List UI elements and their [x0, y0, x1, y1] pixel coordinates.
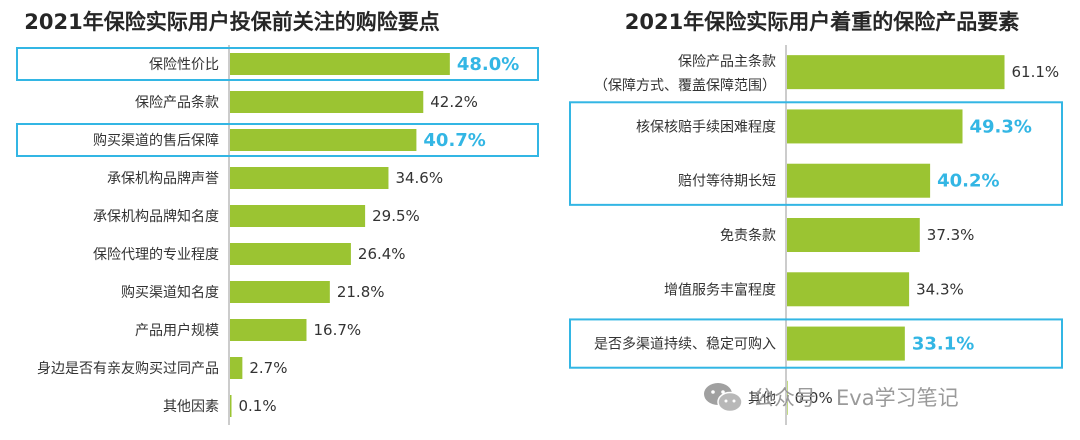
- left-chart-title: 2021年保险实际用户投保前关注的购险要点: [24, 10, 439, 34]
- bar: [787, 380, 788, 415]
- right-chart-title: 2021年保险实际用户着重的保险产品要素: [625, 10, 1019, 34]
- bar: [230, 281, 330, 303]
- category-label-line: 购买渠道的售后保障: [93, 133, 219, 149]
- category-label-line: （保障方式、覆盖保障范围）: [594, 77, 776, 94]
- category-label: 赔付等待期长短: [678, 173, 776, 190]
- highlight-box: [16, 47, 539, 81]
- category-label: 是否多渠道持续、稳定可购入: [594, 336, 776, 353]
- category-label-line: 保险产品条款: [135, 94, 219, 111]
- bar: [787, 109, 963, 144]
- category-label-line: 承保机构品牌声誉: [107, 170, 219, 187]
- category-label: 其他因素: [163, 399, 219, 415]
- category-label-line: 免责条款: [720, 227, 776, 244]
- category-label: 免责条款: [720, 227, 776, 244]
- category-label-line: 其他因素: [163, 399, 219, 415]
- highlight-box: [16, 123, 539, 157]
- category-label-line: 核保核赔手续困难程度: [636, 118, 776, 135]
- category-label-line: 身边是否有亲友购买过同产品: [37, 361, 219, 377]
- bar: [230, 319, 307, 341]
- category-label-line: 增值服务丰富程度: [664, 281, 776, 298]
- value-label: 61.1%: [1012, 63, 1060, 81]
- value-label: 0.0%: [795, 389, 833, 407]
- bar: [230, 91, 424, 113]
- value-label: 42.2%: [430, 93, 478, 111]
- category-label: 承保机构品牌知名度: [93, 208, 219, 225]
- category-label: 购买渠道知名度: [121, 284, 219, 301]
- value-label: 48.0%: [457, 54, 519, 75]
- bar: [787, 163, 931, 198]
- highlight-box: [569, 318, 1063, 369]
- wechat-icon: [704, 383, 743, 413]
- value-label: 2.7%: [249, 359, 287, 377]
- value-label: 40.2%: [937, 171, 999, 192]
- category-label-line: 承保机构品牌知名度: [93, 208, 219, 225]
- value-label: 37.3%: [927, 226, 975, 244]
- bar: [787, 55, 1005, 90]
- category-label: 保险产品条款: [135, 94, 219, 111]
- bar: [230, 357, 243, 379]
- category-label: 保险代理的专业程度: [93, 247, 219, 263]
- category-label-line: 保险性价比: [149, 57, 219, 73]
- bar: [787, 326, 905, 361]
- watermark-text: 公众号 · Eva学习笔记: [753, 386, 959, 410]
- category-label-line: 保险代理的专业程度: [93, 247, 219, 263]
- bar: [230, 53, 450, 75]
- bar: [230, 129, 417, 151]
- category-label: 身边是否有亲友购买过同产品: [37, 361, 219, 377]
- category-label: 增值服务丰富程度: [664, 281, 776, 298]
- watermark: 公众号 · Eva学习笔记: [704, 383, 959, 413]
- category-label-line: 赔付等待期长短: [678, 173, 776, 190]
- right-chart: 保险产品主条款 （保障方式、覆盖保障范围） 61.1% 核保核赔手续困难程度 49.3%…: [569, 45, 1063, 425]
- value-label: 29.5%: [372, 207, 420, 225]
- category-label-line: 其他: [748, 391, 776, 407]
- value-label: 33.1%: [912, 334, 974, 355]
- value-label: 40.7%: [423, 130, 485, 151]
- category-label: 保险性价比: [149, 57, 219, 73]
- category-label: 购买渠道的售后保障: [93, 133, 219, 149]
- value-label: 34.3%: [916, 280, 964, 298]
- category-label: 其他: [748, 391, 776, 407]
- bar: [787, 218, 920, 252]
- category-label: 核保核赔手续困难程度: [636, 118, 776, 135]
- value-label: 0.1%: [239, 397, 277, 415]
- bar: [230, 167, 389, 189]
- category-label: 保险产品主条款 （保障方式、覆盖保障范围）: [594, 53, 776, 94]
- category-label-line: 是否多渠道持续、稳定可购入: [594, 336, 776, 353]
- value-label: 49.3%: [970, 116, 1032, 137]
- value-label: 26.4%: [358, 245, 406, 263]
- bar: [230, 395, 232, 417]
- category-label-line: 产品用户规模: [135, 322, 219, 339]
- value-label: 16.7%: [313, 321, 361, 339]
- category-label-line: 购买渠道知名度: [121, 284, 219, 301]
- highlight-box: [569, 101, 1063, 206]
- category-label: 承保机构品牌声誉: [107, 170, 219, 187]
- bar: [787, 272, 910, 307]
- category-label: 产品用户规模: [135, 322, 219, 339]
- category-label-line: 保险产品主条款: [678, 53, 776, 70]
- bar: [230, 243, 351, 265]
- value-label: 21.8%: [337, 283, 385, 301]
- left-chart: 保险性价比 48.0% 保险产品条款 42.2% 购买渠道的售后保障 40.7% 承保机构品…: [16, 45, 539, 425]
- value-label: 34.6%: [395, 169, 443, 187]
- bar: [230, 205, 366, 227]
